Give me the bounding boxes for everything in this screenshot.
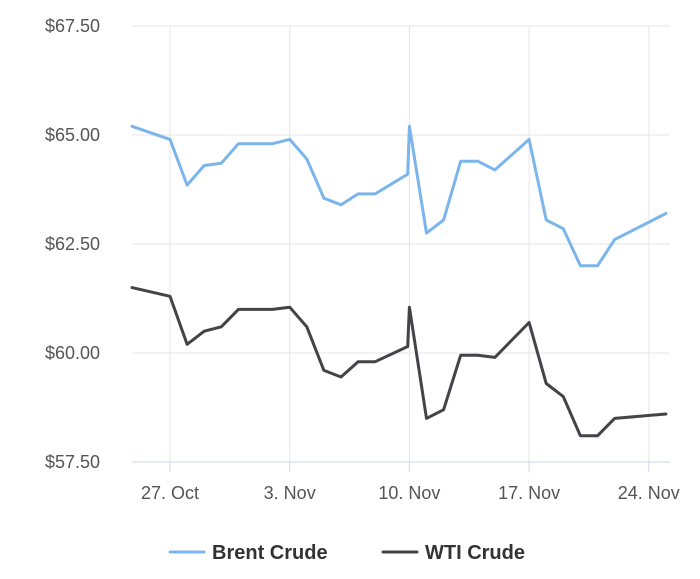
x-tick-label: 24. Nov — [618, 483, 680, 503]
y-tick-label: $60.00 — [45, 343, 100, 363]
y-tick-label: $65.00 — [45, 125, 100, 145]
legend-label-brent-crude: Brent Crude — [212, 542, 328, 564]
x-tick-label: 27. Oct — [141, 483, 199, 503]
x-axis: 27. Oct 3. Nov 10. Nov 17. Nov 24. Nov — [132, 461, 680, 503]
y-tick-label: $62.50 — [45, 234, 100, 254]
y-gridlines — [132, 25, 670, 354]
series-line-brent-crude — [130, 124, 668, 268]
x-tick-label: 10. Nov — [378, 483, 440, 503]
x-tick-label: 3. Nov — [264, 483, 316, 503]
legend: Brent Crude WTI Crude — [168, 542, 525, 564]
y-axis-labels: $57.50 $60.00 $62.50 $65.00 $67.50 — [45, 16, 100, 472]
series-line-wti-crude — [130, 286, 668, 438]
y-tick-label: $67.50 — [45, 16, 100, 36]
legend-label-wti-crude: WTI Crude — [425, 542, 525, 564]
series-lines — [130, 124, 668, 438]
y-tick-label: $57.50 — [45, 452, 100, 472]
x-tick-label: 17. Nov — [498, 483, 560, 503]
